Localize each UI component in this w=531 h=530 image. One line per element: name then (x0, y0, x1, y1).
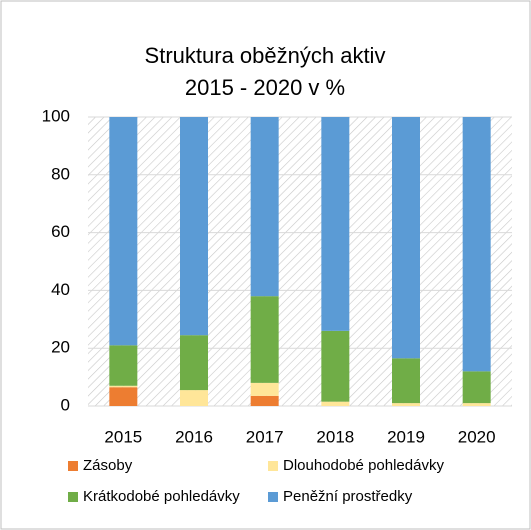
bar-segment (109, 117, 138, 346)
plot-background (88, 117, 512, 406)
bar-segment (109, 387, 138, 406)
x-tick-label: 2020 (458, 427, 496, 446)
x-tick-label: 2015 (104, 427, 142, 446)
legend-marker (68, 492, 78, 502)
bar-segment (250, 395, 279, 406)
legend-label: Krátkodobé pohledávky (83, 488, 240, 505)
y-tick-label: 0 (61, 395, 70, 414)
legend-label: Zásoby (83, 457, 133, 474)
x-tick-label: 2017 (246, 427, 284, 446)
bar-segment (462, 371, 491, 404)
bar-segment (392, 403, 420, 406)
bar-segment (250, 382, 279, 396)
bar-segment (180, 390, 208, 406)
legend-marker (268, 492, 278, 502)
bar-segment (109, 345, 138, 386)
legend-marker (68, 461, 78, 471)
y-tick-label: 80 (51, 164, 70, 183)
bar-segment (321, 401, 350, 406)
bar-segment (392, 358, 420, 404)
y-tick-label: 60 (51, 222, 70, 241)
legend-marker (268, 461, 278, 471)
x-tick-label: 2019 (387, 427, 425, 446)
x-tick-label: 2016 (175, 427, 213, 446)
chart-title: 2015 - 2020 v % (185, 75, 345, 100)
bar-segment (321, 330, 350, 402)
bar-segment (462, 117, 491, 372)
bar-segment (250, 296, 279, 383)
bar-segment (392, 117, 420, 359)
y-tick-label: 20 (51, 338, 70, 357)
bar-segment (109, 385, 138, 388)
bar-segment (250, 117, 279, 297)
x-tick-label: 2018 (316, 427, 354, 446)
y-tick-label: 100 (42, 106, 70, 125)
legend-label: Dlouhodobé pohledávky (283, 457, 444, 474)
bar-segment (180, 117, 208, 336)
bar-segment (321, 117, 350, 331)
chart-title: Struktura oběžných aktiv (145, 43, 386, 68)
bar-segment (462, 403, 491, 406)
bar-segment (180, 335, 208, 391)
y-tick-label: 40 (51, 280, 70, 299)
legend-label: Peněžní prostředky (283, 488, 413, 505)
